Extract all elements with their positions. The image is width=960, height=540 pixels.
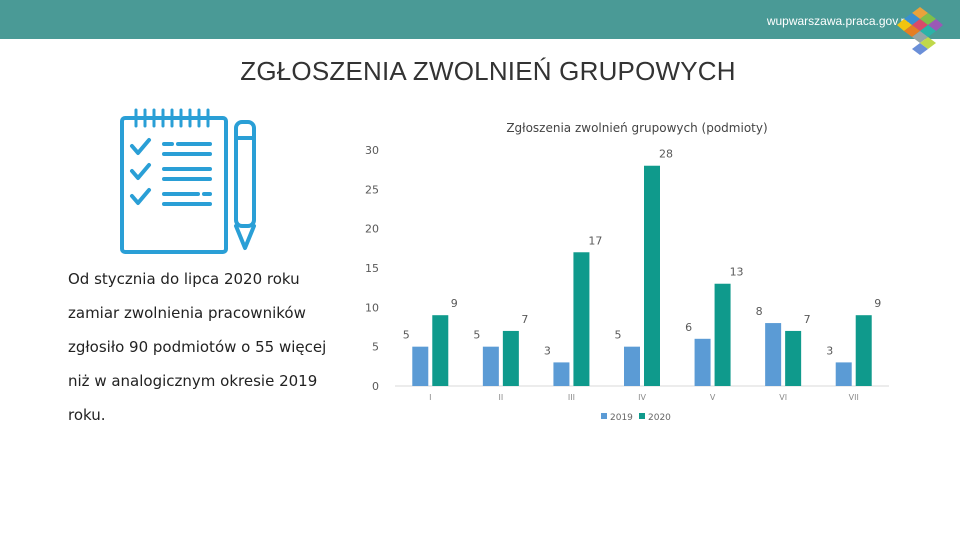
y-tick-label: 25 bbox=[365, 183, 379, 196]
data-label: 5 bbox=[403, 329, 410, 342]
x-tick-label: V bbox=[710, 393, 716, 402]
data-label: 7 bbox=[804, 313, 811, 326]
bar-2020-VII bbox=[855, 315, 872, 386]
bar-2020-I bbox=[432, 315, 449, 386]
page-title: ZGŁOSZENIA ZWOLNIEŃ GRUPOWYCH bbox=[240, 56, 736, 86]
legend-label: 2020 bbox=[648, 413, 671, 423]
data-label: 9 bbox=[874, 297, 881, 310]
bar-2020-IV bbox=[644, 165, 660, 386]
header-bar: wupwarszawa.praca.gov.pl bbox=[0, 0, 960, 39]
x-tick-label: III bbox=[568, 393, 575, 402]
y-tick-label: 15 bbox=[365, 262, 379, 275]
x-tick-label: I bbox=[429, 393, 431, 402]
summary-text: Od stycznia do lipca 2020 roku zamiar zw… bbox=[68, 262, 338, 432]
summary-line: zgłosiło 90 podmiotów o 55 więcej bbox=[68, 338, 327, 356]
summary-line: Od stycznia do lipca 2020 roku bbox=[68, 270, 300, 288]
legend-swatch bbox=[639, 413, 645, 419]
bar-chart: Zgłoszenia zwolnień grupowych (podmioty)… bbox=[365, 121, 889, 423]
y-tick-label: 0 bbox=[372, 380, 379, 393]
x-tick-label: VII bbox=[849, 393, 859, 402]
data-label: 28 bbox=[659, 148, 673, 161]
bars bbox=[412, 165, 872, 386]
data-label: 7 bbox=[521, 313, 528, 326]
data-label: 3 bbox=[826, 344, 833, 357]
data-label: 5 bbox=[615, 329, 622, 342]
legend-label: 2019 bbox=[610, 413, 633, 423]
y-tick-label: 10 bbox=[365, 301, 379, 314]
site-url-text: wupwarszawa.praca.gov.pl bbox=[766, 14, 910, 28]
data-label: 6 bbox=[685, 321, 692, 334]
data-label: 8 bbox=[756, 305, 763, 318]
y-tick-label: 5 bbox=[372, 341, 379, 354]
legend: 2019 2020 bbox=[601, 413, 671, 423]
bar-2019-II bbox=[482, 346, 499, 386]
bar-2019-IV bbox=[624, 346, 640, 386]
pencil-icon bbox=[234, 120, 256, 250]
wup-logo-icon bbox=[897, 7, 943, 55]
chart-title: Zgłoszenia zwolnień grupowych (podmioty) bbox=[506, 121, 767, 135]
x-tick-label: IV bbox=[638, 393, 646, 402]
data-label: 17 bbox=[588, 234, 602, 247]
legend-swatch bbox=[601, 413, 607, 419]
y-axis: 0 5 10 15 20 25 30 bbox=[365, 144, 379, 393]
bar-2019-V bbox=[694, 338, 711, 386]
bar-2020-VI bbox=[785, 330, 802, 386]
summary-line: zamiar zwolnienia pracowników bbox=[68, 304, 306, 322]
data-labels: 5 9 5 7 3 17 5 28 6 13 8 7 3 9 bbox=[403, 148, 881, 358]
bar-2019-VII bbox=[835, 362, 852, 386]
data-label: 3 bbox=[544, 344, 551, 357]
summary-line: niż w analogicznym okresie 2019 bbox=[68, 372, 318, 390]
x-tick-label: II bbox=[498, 393, 503, 402]
summary-line: roku. bbox=[68, 406, 106, 424]
x-tick-label: VI bbox=[779, 393, 787, 402]
x-axis: I II III IV V VI VII bbox=[395, 385, 889, 402]
bar-2020-III bbox=[573, 252, 590, 386]
bar-2019-III bbox=[553, 362, 570, 386]
data-label: 9 bbox=[451, 297, 458, 310]
data-label: 5 bbox=[473, 329, 480, 342]
y-tick-label: 30 bbox=[365, 144, 379, 157]
bar-2019-I bbox=[412, 346, 429, 386]
notepad-checklist-icon bbox=[120, 108, 256, 254]
data-label: 13 bbox=[730, 266, 744, 279]
bar-2020-II bbox=[502, 330, 519, 386]
y-tick-label: 20 bbox=[365, 223, 379, 236]
bar-2019-VI bbox=[765, 323, 782, 386]
bar-2020-V bbox=[714, 283, 731, 386]
